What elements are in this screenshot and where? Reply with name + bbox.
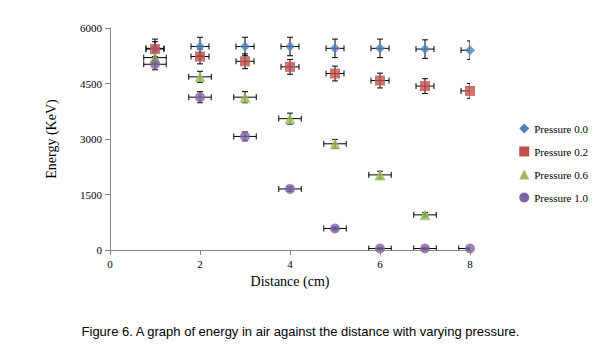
- svg-text:0: 0: [97, 244, 103, 256]
- svg-text:2: 2: [197, 258, 203, 270]
- svg-text:Figure 6. A graph of energy in: Figure 6. A graph of energy in air again…: [82, 324, 520, 339]
- svg-text:6: 6: [377, 258, 383, 270]
- svg-text:Distance (cm): Distance (cm): [251, 274, 330, 290]
- svg-text:Energy (KeV): Energy (KeV): [44, 99, 60, 179]
- svg-text:Pressure 0.2: Pressure 0.2: [534, 146, 588, 158]
- svg-text:8: 8: [467, 258, 473, 270]
- svg-text:Pressure 0.0: Pressure 0.0: [534, 123, 588, 135]
- svg-text:Pressure 1.0: Pressure 1.0: [534, 192, 588, 204]
- svg-text:0: 0: [107, 258, 113, 270]
- svg-text:3000: 3000: [80, 133, 103, 145]
- svg-text:4: 4: [287, 258, 293, 270]
- svg-text:6000: 6000: [80, 22, 103, 34]
- svg-text:Pressure 0.6: Pressure 0.6: [534, 169, 588, 181]
- svg-text:4500: 4500: [80, 78, 103, 90]
- svg-text:1500: 1500: [80, 189, 103, 201]
